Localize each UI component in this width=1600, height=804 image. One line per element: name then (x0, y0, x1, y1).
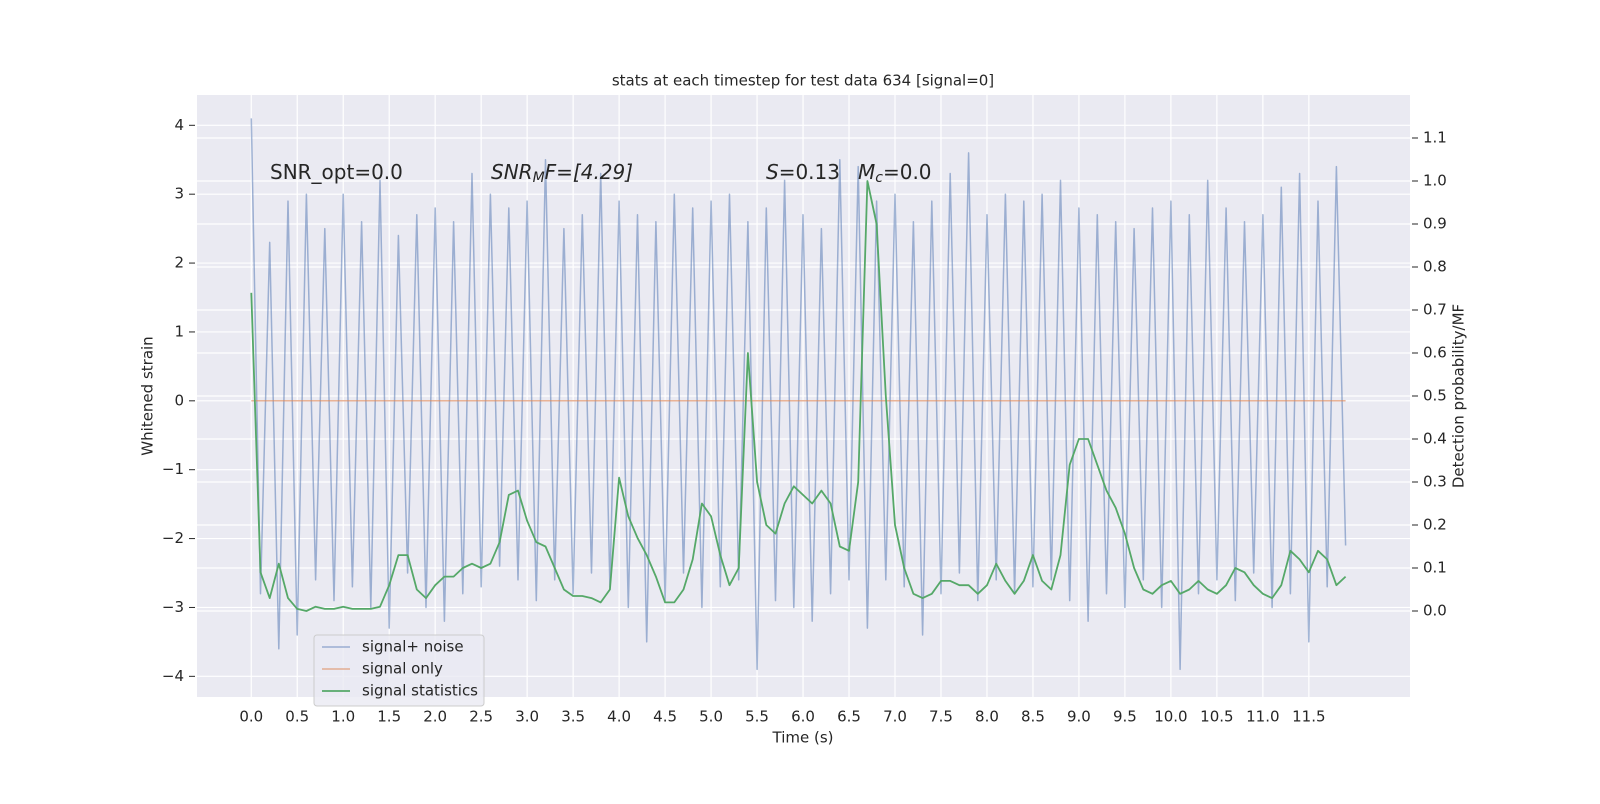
y-tick-label: −1 (162, 460, 184, 478)
y2-tick-label: 0.9 (1423, 215, 1447, 233)
y-tick-label: 3 (174, 185, 184, 203)
x-tick-label: 9.5 (1113, 708, 1137, 726)
x-tick-label: 4.0 (607, 708, 631, 726)
x-tick-label: 6.0 (791, 708, 815, 726)
y-tick-label: 0 (174, 391, 184, 409)
annotation-part: M (533, 170, 545, 186)
y2-tick-label: 0.6 (1423, 344, 1447, 362)
y2-tick-label: 0.2 (1423, 516, 1447, 534)
marks (250, 118, 1347, 671)
x-tick-label: 6.5 (837, 708, 861, 726)
y-tick-label: 4 (174, 116, 184, 134)
y-tick-label: −2 (162, 529, 184, 547)
chart-title: stats at each timestep for test data 634… (612, 72, 994, 90)
series-line (250, 180, 1347, 612)
x-tick-label: 3.0 (515, 708, 539, 726)
annotation-part: =0.13 (779, 160, 840, 184)
y-tick-label: 1 (174, 322, 184, 340)
x-tick-label: 2.0 (423, 708, 447, 726)
y-axis-label: Whitened strain (139, 336, 157, 455)
annotation-part: F=[4.29] (545, 160, 633, 184)
y2-axis-label: Detection probability/MF (1450, 304, 1468, 488)
x-tick-label: 1.0 (331, 708, 355, 726)
y2-tick-label: 0.5 (1423, 387, 1447, 405)
y2-tick-label: 0.3 (1423, 473, 1447, 491)
legend-label: signal+ noise (362, 638, 464, 656)
legend-label: signal only (362, 660, 443, 678)
y2-tick-label: 0.7 (1423, 301, 1447, 319)
x-tick-label: 2.5 (469, 708, 493, 726)
y-tick-label: −4 (162, 667, 184, 685)
legend-label: signal statistics (362, 682, 478, 700)
x-tick-label: 7.5 (929, 708, 953, 726)
x-tick-label: 7.0 (883, 708, 907, 726)
annotation: S=0.13 (766, 160, 840, 184)
x-tick-label: 11.0 (1246, 708, 1279, 726)
y2-tick-label: 1.1 (1423, 129, 1447, 147)
y2-tick-label: 1.0 (1423, 172, 1447, 190)
x-axis-label: Time (s) (772, 729, 834, 747)
annotation: SNR_opt=0.0 (270, 160, 403, 184)
y2-tick-label: 0.0 (1423, 602, 1447, 620)
y2-tick-label: 0.8 (1423, 258, 1447, 276)
x-tick-label: 1.5 (377, 708, 401, 726)
annotation-part: c (875, 170, 883, 186)
annotation: Mc=0.0 (858, 160, 932, 187)
x-tick-label: 3.5 (561, 708, 585, 726)
x-tick-label: 4.5 (653, 708, 677, 726)
x-tick-label: 8.0 (975, 708, 999, 726)
x-tick-label: 8.5 (1021, 708, 1045, 726)
legend-box (313, 634, 485, 707)
x-tick-label: 0.5 (285, 708, 309, 726)
x-tick-label: 5.0 (699, 708, 723, 726)
annotation-part: =0.0 (883, 160, 932, 184)
y-tick-label: −3 (162, 598, 184, 616)
series-line (250, 118, 1347, 671)
x-tick-label: 11.5 (1292, 708, 1325, 726)
annotation-part: S (766, 160, 779, 184)
x-tick-label: 9.0 (1067, 708, 1091, 726)
x-tick-label: 0.0 (239, 708, 263, 726)
annotation: SNRMF=[4.29] (491, 160, 633, 187)
y-tick-label: 2 (174, 254, 184, 272)
annotation-part: M (858, 160, 875, 184)
x-tick-label: 10.0 (1154, 708, 1187, 726)
x-tick-label: 5.5 (745, 708, 769, 726)
y2-tick-label: 0.4 (1423, 430, 1447, 448)
annotation-part: SNR (491, 160, 533, 184)
x-tick-label: 10.5 (1200, 708, 1233, 726)
y2-tick-label: 0.1 (1423, 559, 1447, 577)
annotation-part: SNR_opt=0.0 (270, 160, 403, 184)
